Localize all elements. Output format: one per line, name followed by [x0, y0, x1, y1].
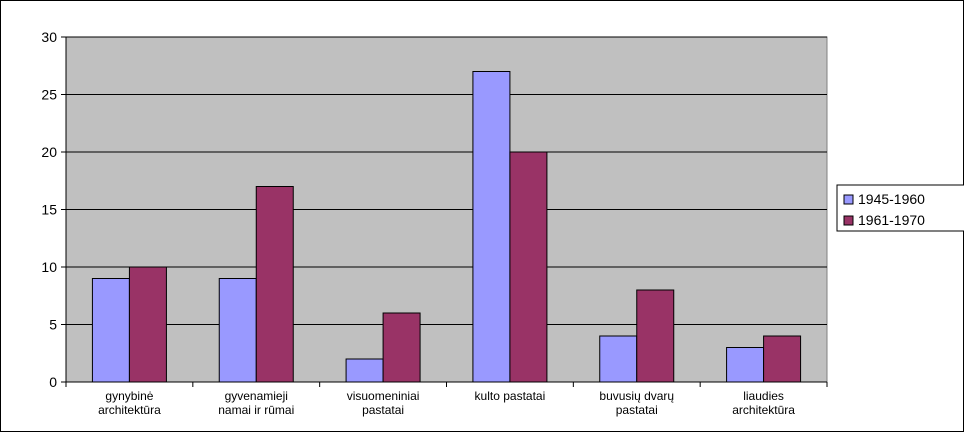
legend-swatch	[843, 215, 854, 226]
bar-1945-1960-3	[472, 71, 511, 383]
bar-1945-1960-5	[726, 347, 765, 383]
bar-1961-1970-5	[763, 335, 802, 383]
x-tick-label: gyvenamieji	[225, 389, 288, 403]
bar-1961-1970-1	[255, 186, 294, 383]
x-tick-label: gynybinė	[105, 389, 153, 403]
bar-1945-1960-4	[599, 335, 638, 383]
bar-1945-1960-1	[218, 278, 257, 383]
x-tick-label: namai ir rūmai	[218, 403, 294, 417]
bar-1961-1970-4	[636, 289, 675, 383]
x-tick-label: architektūra	[732, 403, 795, 417]
legend-swatch	[843, 194, 854, 205]
legend-label: 1945-1960	[858, 191, 925, 207]
y-tick-label: 25	[41, 87, 57, 103]
legend-label: 1961-1970	[858, 212, 925, 228]
bar-1945-1960-0	[91, 278, 130, 383]
x-tick-label: buvusių dvarų	[599, 389, 674, 403]
y-tick-label: 10	[41, 259, 57, 275]
bar-1961-1970-2	[382, 312, 421, 383]
x-tick-label: pastatai	[616, 403, 658, 417]
bars	[91, 71, 802, 383]
bar-1961-1970-3	[509, 151, 548, 383]
x-tick-label: architektūra	[98, 403, 161, 417]
y-tick-label: 30	[41, 29, 57, 45]
x-tick-label: liaudies	[743, 389, 784, 403]
y-axis-ticks: 0 5 10 15 20 25 30	[41, 29, 66, 390]
x-tick-label: kulto pastatai	[475, 389, 546, 403]
x-tick-label: visuomeniniai	[347, 389, 420, 403]
gridlines	[66, 36, 827, 325]
legend-box	[836, 184, 964, 232]
y-tick-label: 0	[49, 374, 57, 390]
legend: 1945-1960 1961-1970	[836, 184, 964, 232]
x-tick-label: pastatai	[362, 403, 404, 417]
y-tick-label: 15	[41, 202, 57, 218]
bar-1961-1970-0	[128, 266, 167, 383]
y-tick-label: 20	[41, 144, 57, 160]
y-tick-label: 5	[49, 317, 57, 333]
bar-1945-1960-2	[345, 358, 384, 383]
